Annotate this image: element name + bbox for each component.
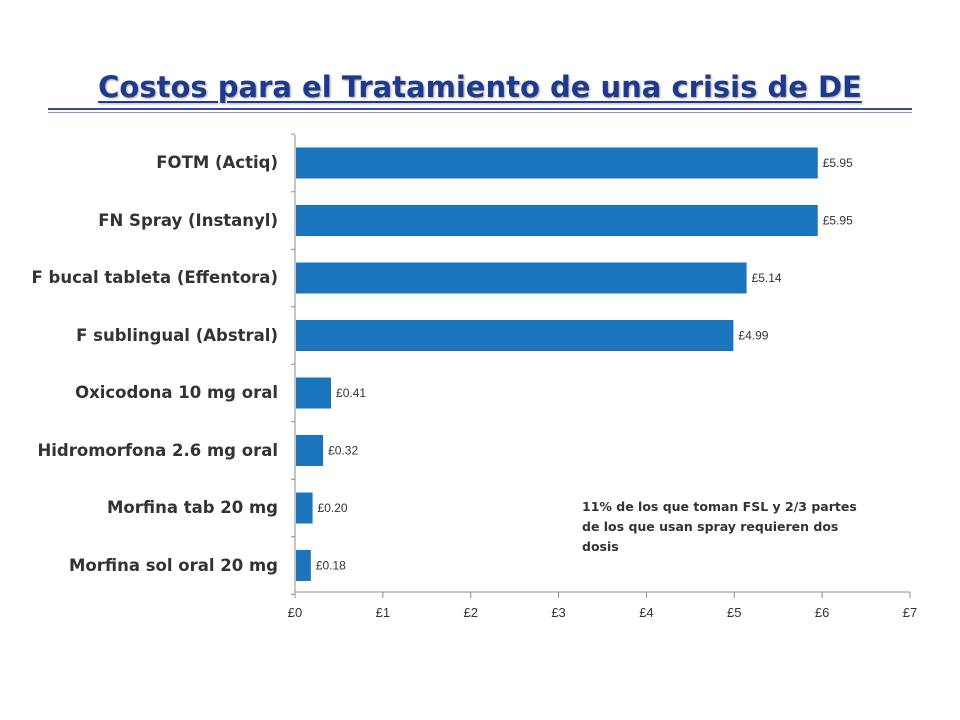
bar-value-label: £5.95 [823,156,853,170]
category-label: F bucal tableta (Effentora) [31,268,279,287]
bar [296,550,311,581]
category-label: FN Spray (Instanyl) [98,210,278,230]
category-label: Hidromorfona 2.6 mg oral [37,440,278,460]
x-tick-label: £2 [463,605,477,620]
bar [296,435,324,466]
bar-value-label: £0.20 [318,501,348,515]
bar-value-label: £5.14 [752,271,782,285]
x-tick-label: £6 [815,605,829,620]
slide-title: Costos para el Tratamiento de una crisis… [98,70,862,104]
x-tick-label: £4 [639,605,653,620]
category-label: F sublingual (Abstral) [76,325,278,345]
bar [296,147,818,179]
x-tick-label: £3 [551,605,565,620]
category-label: FOTM (Actiq) [156,153,278,172]
bar [296,262,747,294]
x-tick-label: £0 [288,605,302,620]
bar-value-label: £0.41 [336,386,366,400]
bar [296,205,818,236]
bar-value-label: £0.18 [316,559,346,573]
bar-value-label: £4.99 [738,329,768,343]
bar [296,377,332,409]
category-label: Oxicodona 10 mg oral [75,383,278,402]
category-label: Morfina sol oral 20 mg [68,555,278,575]
bar-value-label: £5.95 [823,214,853,228]
bar [296,320,734,351]
x-tick-label: £7 [903,605,917,620]
x-tick-label: £1 [376,605,390,620]
category-label: Morfina tab 20 mg [106,498,278,517]
dosage-note: 11% de los que toman FSL y 2/3 partes de… [582,499,857,554]
title-divider-thin [48,112,912,113]
x-tick-label: £5 [727,605,741,620]
title-divider [48,108,912,110]
bar-value-label: £0.32 [328,444,358,458]
bar [296,492,313,524]
